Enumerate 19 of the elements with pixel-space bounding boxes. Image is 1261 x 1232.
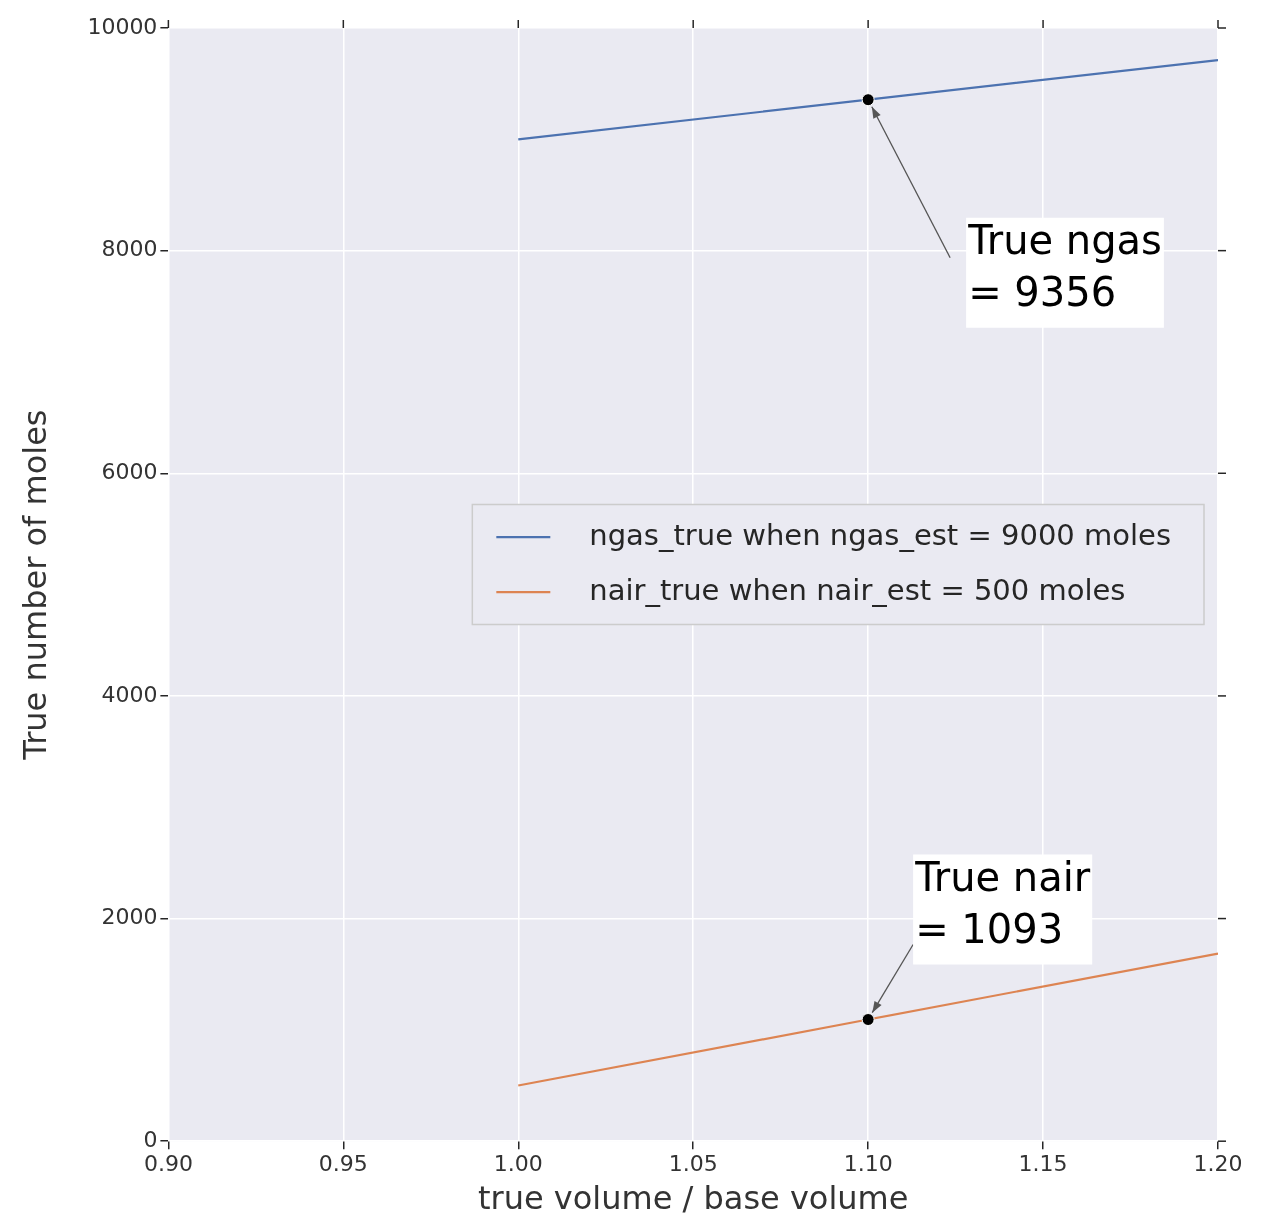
x-tick-label: 1.15 (1018, 1151, 1068, 1177)
annotation: True ngas = 9356 (967, 217, 1162, 316)
x-tick-label: 1.05 (668, 1151, 718, 1177)
x-tick-label: 0.90 (143, 1151, 193, 1177)
y-tick-label: 6000 (101, 459, 158, 484)
x-tick-label: 1.00 (493, 1151, 543, 1177)
y-tick-label: 10000 (87, 13, 158, 39)
legend-label: ngas_true when ngas_est = 9000 moles (589, 517, 1171, 552)
y-axis-title: True number of moles (15, 409, 54, 761)
x-tick-label: 1.10 (843, 1151, 893, 1177)
annotation: True nair = 1093 (914, 853, 1091, 952)
x-axis-title: true volume / base volume (477, 1179, 909, 1218)
x-tick-label: 0.95 (318, 1151, 368, 1177)
y-tick-label: 8000 (101, 236, 158, 262)
y-tick-label: 4000 (101, 681, 158, 707)
y-tick-label: 0 (143, 1126, 158, 1152)
x-tick-label: 1.20 (1193, 1151, 1243, 1177)
legend-label: nair_true when nair_est = 500 moles (589, 572, 1126, 607)
y-tick-label: 2000 (101, 904, 158, 930)
